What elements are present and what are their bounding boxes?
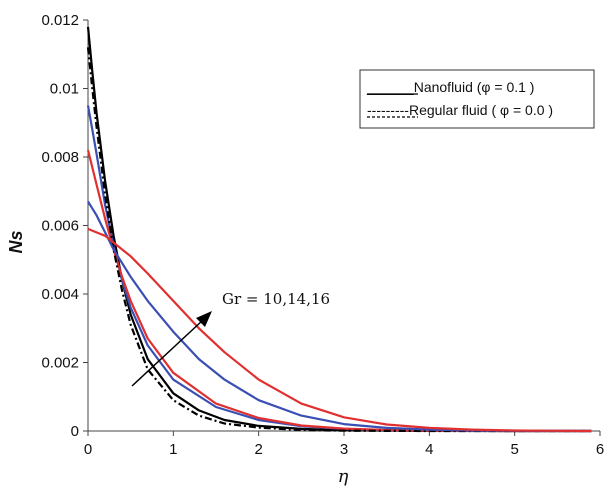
ticks: 0 1 2 3 4 5 6 0 0.002 0.004 0.006 0.008 0.01 0.012 xyxy=(41,12,604,458)
x-tick-label: 6 xyxy=(596,441,604,458)
y-tick-label: 0.008 xyxy=(41,149,79,166)
y-tick-label: 0.006 xyxy=(41,218,79,235)
legend-box xyxy=(359,69,595,129)
x-tick-label: 3 xyxy=(340,441,348,458)
y-tick-label: 0.004 xyxy=(41,286,79,303)
legend-entry-nanofluid: ______Nanofluid (φ = 0.1 ) xyxy=(366,79,534,95)
x-tick-label: 4 xyxy=(425,441,433,458)
gr-annotation: Gr = 10,14,16 xyxy=(131,290,330,387)
y-tick-label: 0.002 xyxy=(41,355,79,372)
x-tick-label: 0 xyxy=(84,441,92,458)
legend-entry-regular-fluid: ---------Regular fluid ( φ = 0.0 ) xyxy=(367,102,553,118)
y-tick-label: 0.01 xyxy=(50,81,79,98)
y-tick-label: 0 xyxy=(71,423,79,440)
legend: ______Nanofluid (φ = 0.1 ) ---------Regu… xyxy=(359,69,595,129)
plot-area xyxy=(86,26,592,433)
series-line-6 xyxy=(87,227,592,433)
series-line-4 xyxy=(86,47,592,433)
x-tick-label: 2 xyxy=(254,441,262,458)
y-tick-label: 0.012 xyxy=(41,12,79,29)
series-line-5 xyxy=(87,200,592,433)
gr-annotation-text: Gr = 10,14,16 xyxy=(222,290,330,308)
series-line-2 xyxy=(86,105,592,433)
x-axis-label: η xyxy=(338,466,349,486)
gr-arrow-shaft xyxy=(131,319,204,387)
y-axis-label: Ns xyxy=(6,230,26,253)
x-tick-label: 5 xyxy=(510,441,518,458)
gr-arrow-head xyxy=(196,311,212,327)
x-tick-label: 1 xyxy=(169,441,177,458)
